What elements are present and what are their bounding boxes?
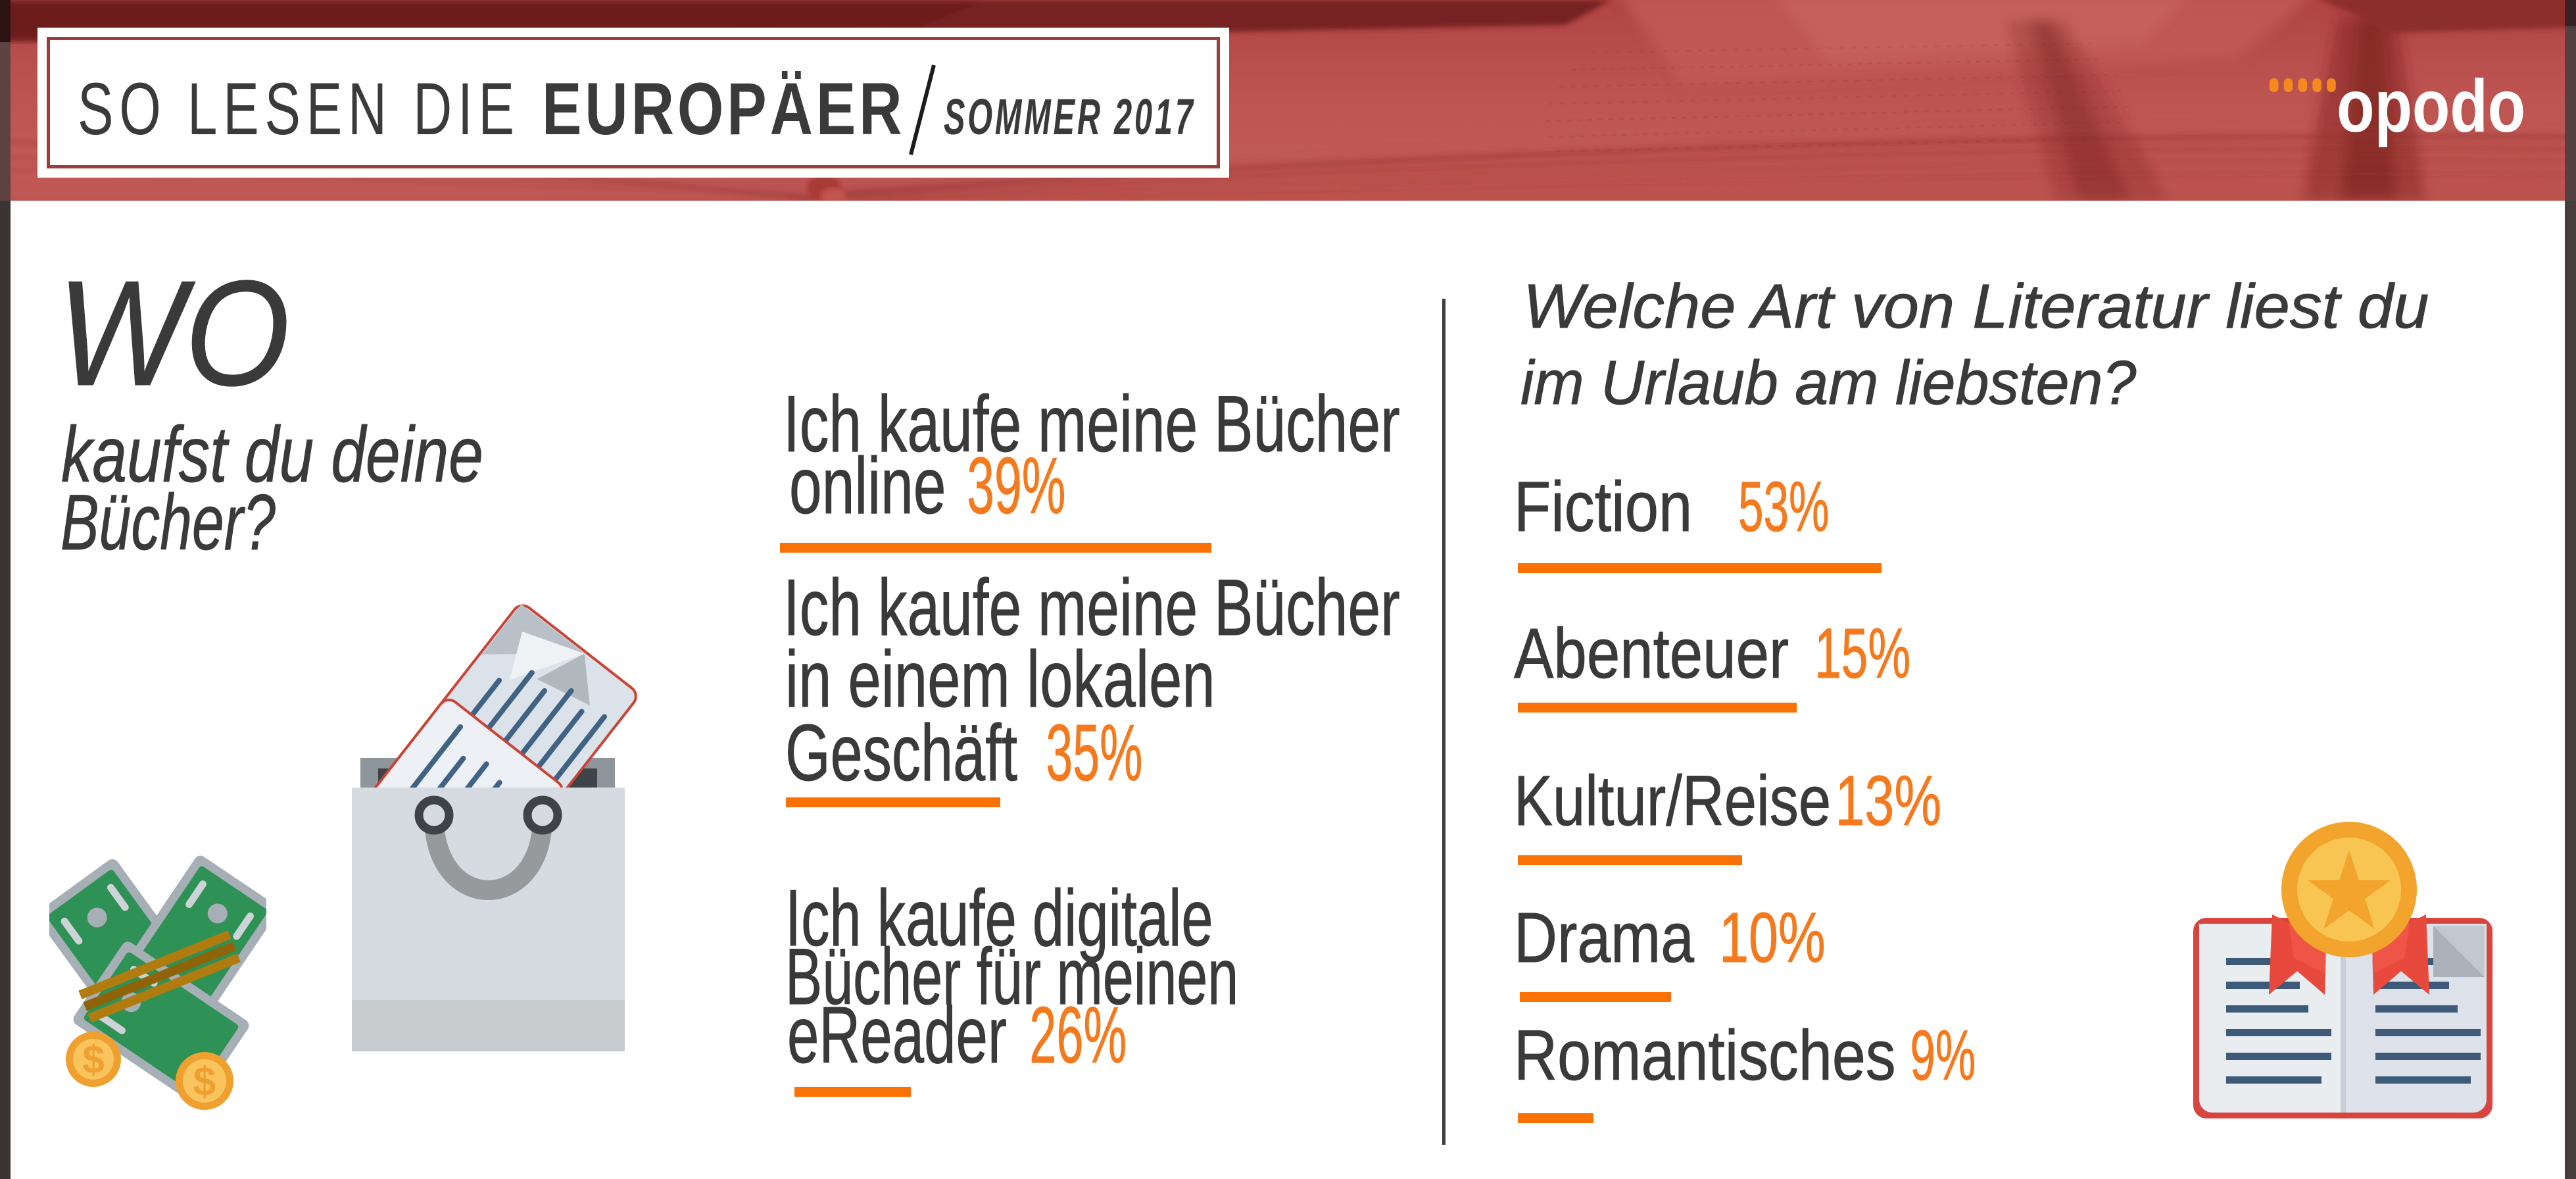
svg-text:$: $ [193,1059,216,1105]
svg-text:$: $ [82,1038,104,1082]
